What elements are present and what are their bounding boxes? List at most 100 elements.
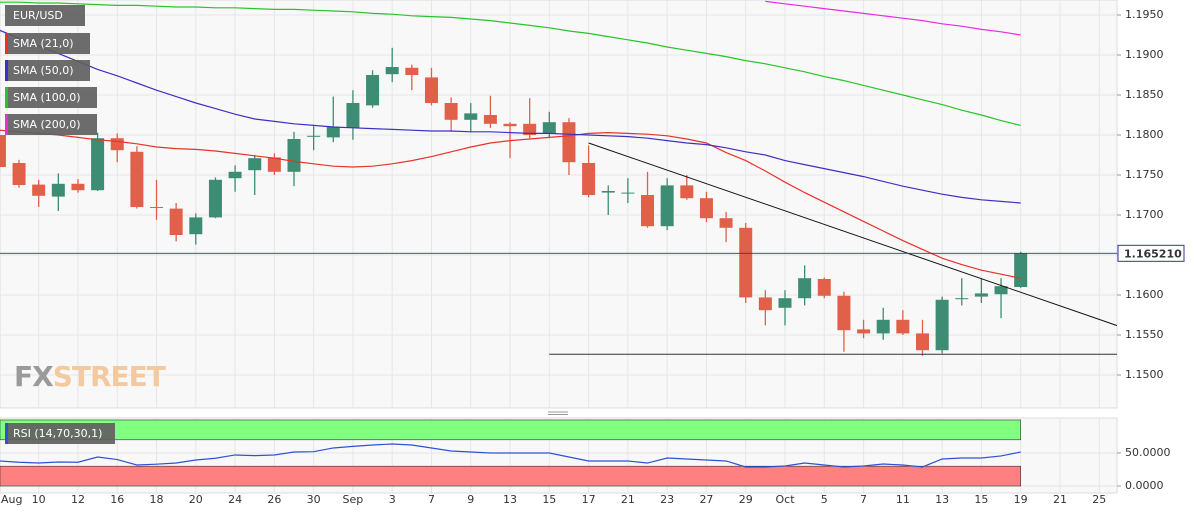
y-tick-label: 1.1950 — [1125, 8, 1164, 21]
candle-body — [248, 158, 262, 171]
candle-body — [1014, 253, 1028, 287]
candle-body — [680, 185, 694, 199]
legend-item: SMA (200,0) — [5, 114, 97, 135]
x-tick-label: 19 — [1014, 493, 1028, 506]
candle-body — [464, 113, 478, 120]
candle-body — [0, 135, 6, 167]
x-tick-label: 18 — [150, 493, 164, 506]
legend-item: SMA (100,0) — [5, 87, 97, 108]
legend-label: SMA (50,0) — [13, 64, 74, 77]
candle-body — [876, 319, 890, 334]
candle-body — [385, 67, 399, 75]
candle-body — [935, 299, 949, 351]
main-plot: FXSTREET — [0, 0, 1117, 408]
x-tick-label: Sep — [343, 493, 364, 506]
x-tick-label: 21 — [621, 493, 635, 506]
y-tick-label: 1.1750 — [1125, 168, 1164, 181]
candle-body — [208, 179, 222, 218]
legend-swatch — [5, 114, 8, 135]
candle-body — [150, 207, 164, 208]
candle-body — [326, 127, 340, 138]
legend-swatch — [5, 423, 8, 444]
candle-body — [346, 103, 360, 128]
x-tick-label: 7 — [428, 493, 435, 506]
candle-body — [110, 138, 124, 151]
x-tick-label: 15 — [974, 493, 988, 506]
x-tick-label: 17 — [582, 493, 596, 506]
x-tick-label: 25 — [1092, 493, 1106, 506]
candle-body — [699, 198, 713, 219]
x-tick-label: 30 — [307, 493, 321, 506]
watermark-part: STREET — [53, 360, 166, 393]
candle-body — [307, 135, 321, 137]
candle-body — [896, 319, 910, 334]
candle-body — [287, 139, 301, 172]
legend-label: RSI (14,70,30,1) — [13, 427, 102, 440]
candle-body — [503, 123, 517, 127]
rsi-band — [0, 419, 1021, 441]
candle-body — [366, 75, 380, 106]
x-tick-label: 9 — [467, 493, 474, 506]
candle-body — [189, 217, 203, 235]
x-tick-label: 3 — [389, 493, 396, 506]
candle-body — [405, 67, 419, 75]
candle-body — [719, 218, 733, 228]
legend-swatch — [5, 60, 8, 81]
x-tick-label: 16 — [110, 493, 124, 506]
candle-body — [130, 151, 144, 207]
x-tick-label: 13 — [935, 493, 949, 506]
legend-label: EUR/USD — [13, 9, 63, 22]
candle-body — [444, 103, 458, 120]
legend-swatch — [5, 87, 8, 108]
candle-body — [424, 77, 438, 103]
last-price-box — [1117, 244, 1185, 262]
x-tick-label: 23 — [660, 493, 674, 506]
candle-body — [228, 171, 242, 179]
candle-body — [169, 208, 183, 235]
candle-body — [91, 138, 105, 191]
x-tick-label: 20 — [189, 493, 203, 506]
legend-box — [5, 87, 97, 108]
y-tick-label: 1.1550 — [1125, 328, 1164, 341]
legend-box — [5, 114, 97, 135]
x-tick-label: 10 — [32, 493, 46, 506]
candle-body — [758, 297, 772, 311]
x-tick-label: Aug — [1, 493, 22, 506]
x-tick-label: 7 — [860, 493, 867, 506]
candle-body — [660, 185, 674, 227]
candle-body — [601, 191, 615, 193]
candle-body — [798, 278, 812, 299]
candle-body — [51, 183, 65, 197]
legend-label: SMA (200,0) — [13, 118, 81, 131]
main-panel — [0, 0, 1118, 409]
candle-body — [739, 227, 753, 298]
candle-body — [857, 329, 871, 334]
candle-body — [778, 298, 792, 308]
candle-body — [267, 157, 281, 172]
candle-body — [641, 195, 655, 227]
candle-body — [523, 123, 537, 135]
candle-body — [817, 279, 831, 296]
sma-line — [0, 29, 1021, 204]
x-tick-label: 15 — [542, 493, 556, 506]
y-tick-label: 1.1600 — [1125, 288, 1164, 301]
x-tick-label: 11 — [896, 493, 910, 506]
rsi-line — [0, 443, 1021, 468]
y-tick-label: 50.0000 — [1125, 446, 1171, 459]
y-tick-label: 1.1800 — [1125, 128, 1164, 141]
y-tick-label: 1.1900 — [1125, 48, 1164, 61]
candle-body — [562, 122, 576, 163]
x-tick-label: 29 — [739, 493, 753, 506]
legend-box — [5, 423, 115, 444]
x-tick-label: 26 — [267, 493, 281, 506]
last-price-label: 1.165210 — [1124, 247, 1182, 260]
x-tick-label: 24 — [228, 493, 242, 506]
sma-line — [765, 0, 1021, 36]
candle-body — [32, 184, 46, 196]
legend-item: RSI (14,70,30,1) — [5, 423, 115, 444]
legend-box — [5, 5, 85, 26]
x-tick-label: 12 — [71, 493, 85, 506]
x-tick-label: 27 — [699, 493, 713, 506]
candle-body — [71, 183, 85, 191]
legend-swatch — [5, 33, 8, 54]
